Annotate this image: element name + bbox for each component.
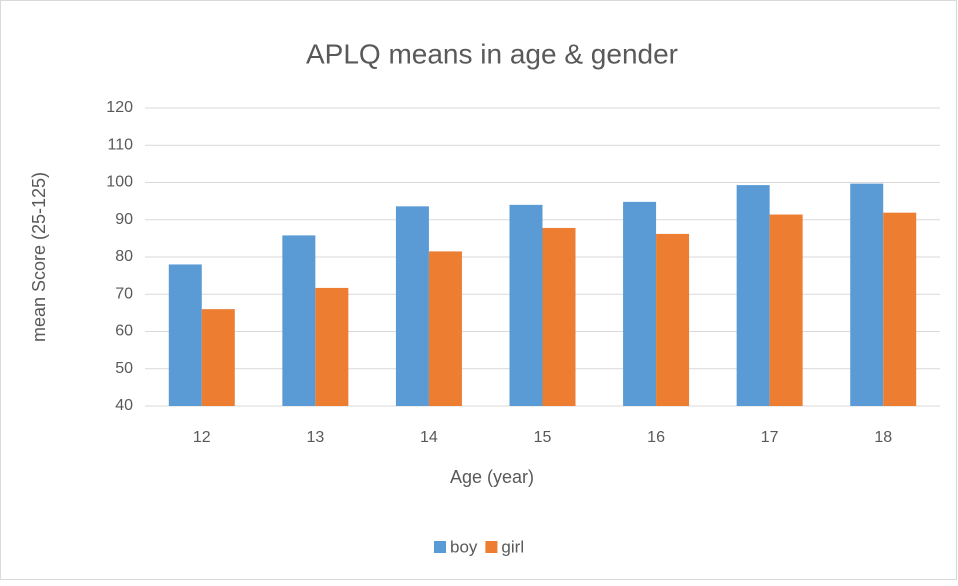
bar bbox=[168, 264, 202, 406]
legend-swatch bbox=[434, 541, 446, 553]
x-tick-label: 14 bbox=[420, 429, 438, 446]
y-tick-label: 80 bbox=[115, 248, 133, 265]
y-tick-label: 70 bbox=[115, 285, 133, 302]
bar bbox=[769, 214, 803, 406]
bar bbox=[736, 185, 770, 406]
bar bbox=[542, 227, 576, 406]
y-tick-label: 50 bbox=[115, 360, 133, 377]
bar bbox=[509, 204, 543, 406]
x-tick-label: 13 bbox=[306, 429, 324, 446]
x-tick-label: 16 bbox=[647, 429, 665, 446]
bar bbox=[883, 212, 917, 406]
x-axis-title: Age (year) bbox=[450, 467, 534, 487]
legend-label: girl bbox=[501, 537, 524, 556]
bar bbox=[656, 233, 690, 406]
x-tick-label: 12 bbox=[193, 429, 211, 446]
x-tick-label: 18 bbox=[874, 429, 892, 446]
x-tick-label: 15 bbox=[534, 429, 552, 446]
legend-swatch bbox=[485, 541, 498, 553]
y-tick-label: 40 bbox=[115, 397, 133, 414]
y-tick-label: 60 bbox=[115, 323, 133, 340]
bar bbox=[201, 309, 235, 406]
chart-title: APLQ means in age & gender bbox=[306, 38, 678, 69]
bar bbox=[282, 235, 316, 406]
x-tick-label: 17 bbox=[761, 429, 779, 446]
bar bbox=[850, 183, 884, 406]
y-tick-label: 110 bbox=[107, 136, 133, 153]
y-tick-label: 100 bbox=[106, 174, 133, 191]
y-axis-title: mean Score (25-125) bbox=[29, 172, 49, 342]
bar bbox=[428, 251, 462, 406]
bar bbox=[623, 201, 657, 406]
legend-label: boy bbox=[450, 537, 478, 556]
bar bbox=[395, 206, 429, 406]
y-tick-label: 90 bbox=[115, 211, 133, 228]
y-tick-label: 120 bbox=[106, 99, 133, 116]
bar bbox=[315, 287, 349, 406]
